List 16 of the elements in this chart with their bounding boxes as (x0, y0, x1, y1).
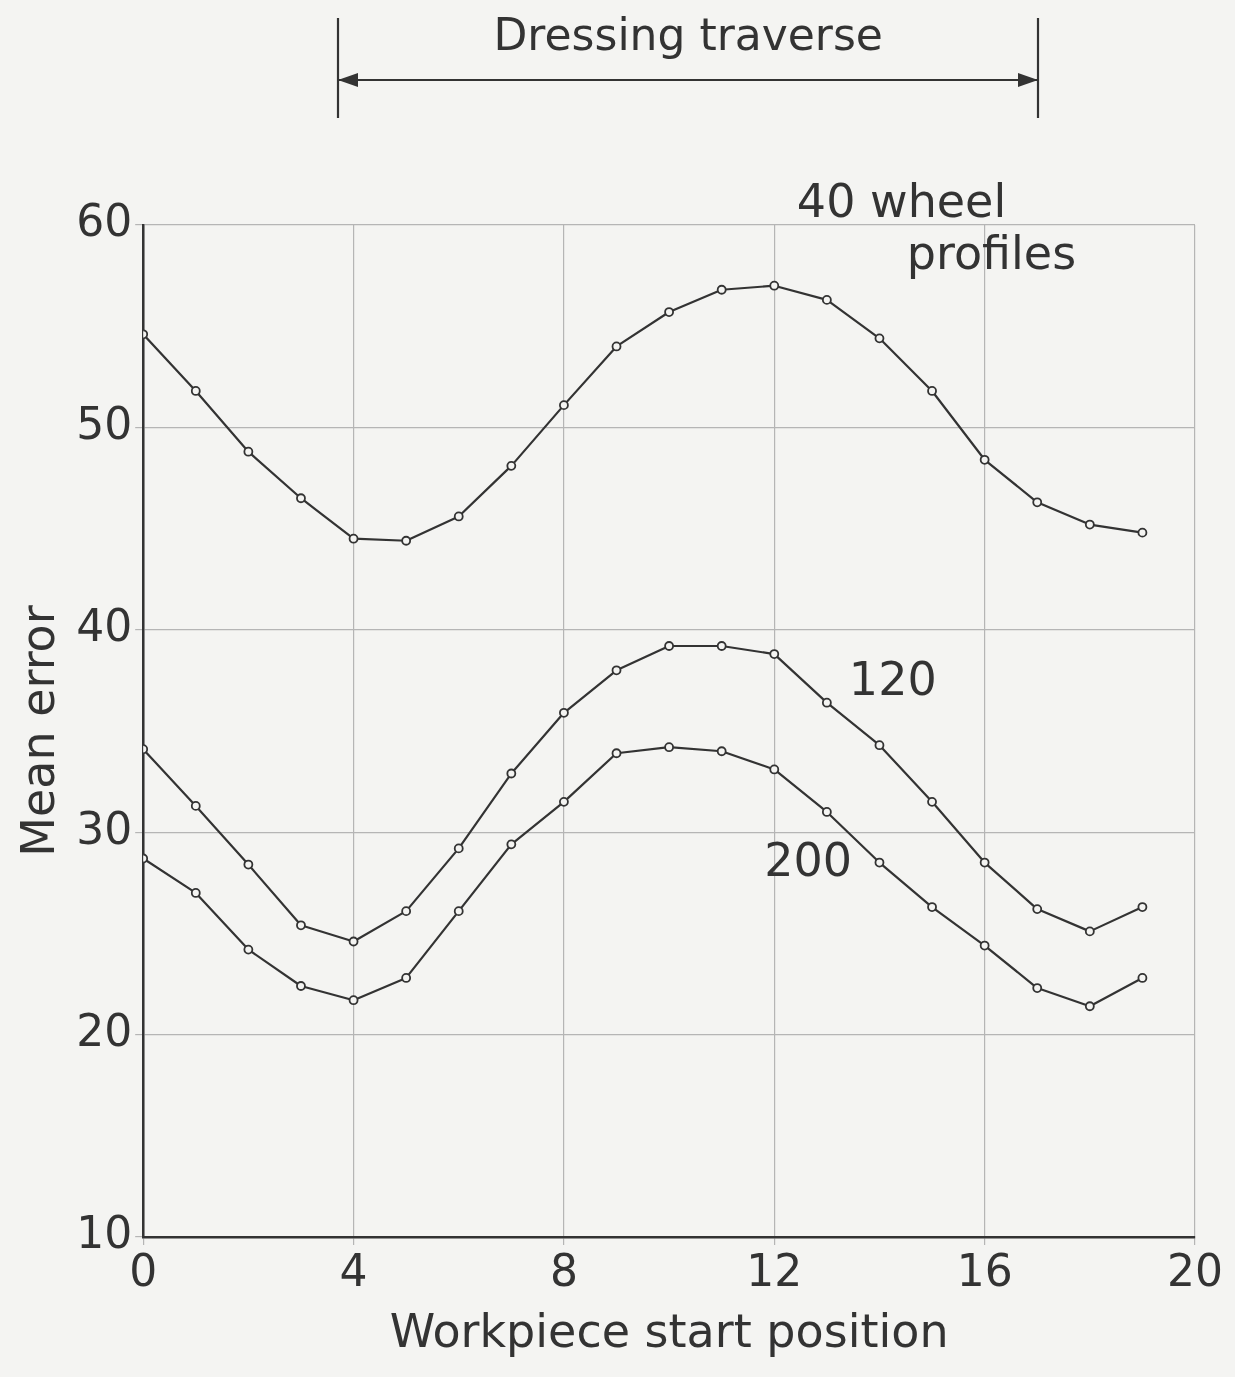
y-tick-label: 40 (76, 600, 133, 652)
y-tick-label: 30 (76, 802, 133, 854)
y-tick-label: 20 (76, 1005, 133, 1057)
y-axis-title: Mean error (10, 605, 65, 857)
x-tick-label: 12 (746, 1244, 803, 1296)
series-label: 40 wheel profiles (796, 173, 1077, 280)
x-axis-title: Workpiece start position (389, 1304, 949, 1359)
series-label: 200 (764, 833, 853, 888)
x-tick-label: 16 (956, 1244, 1013, 1296)
y-tick-label: 50 (76, 397, 133, 449)
x-tick-label: 4 (339, 1244, 368, 1296)
y-tick-label: 60 (76, 195, 133, 247)
x-tick-label: 20 (1167, 1244, 1223, 1296)
text: Dressing traverse (493, 9, 883, 61)
x-tick-label: 8 (549, 1244, 578, 1296)
series-label: 120 (848, 651, 937, 706)
